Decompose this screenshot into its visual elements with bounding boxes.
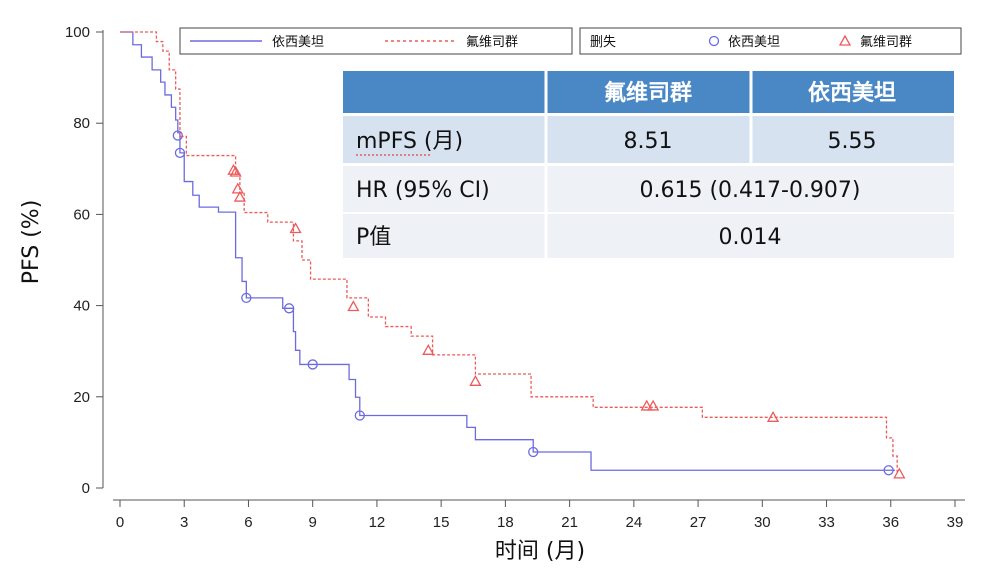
table-header-exemestane: 依西美坦 <box>808 80 896 106</box>
censor-marker-circle <box>883 465 894 476</box>
table-header-fulvestrant: 氟维司群 <box>604 80 692 106</box>
censor-marker-triangle <box>347 300 360 312</box>
censor-marker-circle <box>528 446 539 458</box>
summary-table: 氟维司群 依西美坦 mPFS (月) 8.51 5.55 HR (95% CI)… <box>343 71 954 258</box>
censor-marker-circle <box>354 410 365 421</box>
censor-marker-triangle <box>289 222 302 234</box>
y-tick-label: 100 <box>65 24 90 41</box>
x-tick-label: 18 <box>497 514 514 531</box>
censor-marker-circle <box>283 303 295 314</box>
censor-marker-triangle <box>640 399 653 411</box>
x-tick-label: 6 <box>244 514 252 531</box>
table-row-label-hr: HR (95% CI) <box>356 178 490 203</box>
censor-marker-triangle <box>422 343 435 355</box>
table-cell-hr-value: 0.615 (0.417-0.907) <box>639 178 860 203</box>
table-row-label-p: P值 <box>356 225 391 250</box>
table-row-2 <box>343 166 954 212</box>
censor-marker-triangle <box>227 163 240 175</box>
legend-label-fulvestrant: 氟维司群 <box>466 35 518 50</box>
y-tick-label: 20 <box>73 389 90 406</box>
censor-marker-triangle <box>229 165 242 177</box>
y-axis-title: PFS (%) <box>19 200 44 285</box>
legend-censor-box <box>579 27 962 55</box>
x-tick-label: 12 <box>369 514 386 531</box>
censor-marker-triangle <box>647 399 660 411</box>
censor-marker-circle <box>307 359 318 370</box>
censor-marker-circle <box>241 292 252 303</box>
censor-marker-circle <box>172 130 183 141</box>
legend-censor-label-fulvestrant: 氟维司群 <box>860 35 912 50</box>
censor-marker-triangle <box>766 410 780 422</box>
x-tick-label: 3 <box>180 514 188 531</box>
table-row-1 <box>343 116 954 163</box>
y-tick-label: 60 <box>73 206 90 223</box>
x-tick-label: 30 <box>754 514 771 531</box>
legend-censor-label-exemestane: 依西美坦 <box>728 35 780 50</box>
x-axis-title: 时间 (月) <box>495 539 585 564</box>
x-tick-label: 9 <box>309 514 317 531</box>
censor-marker-circle <box>174 147 186 158</box>
table-row-3 <box>343 214 954 258</box>
table-cell-mpfs-fulvestrant: 8.51 <box>624 129 673 154</box>
series-layer <box>120 31 906 479</box>
km-line-series-1 <box>120 31 896 471</box>
table-cell-mpfs-exemestane: 5.55 <box>828 129 877 154</box>
x-tick-label: 33 <box>818 514 835 531</box>
legend-censor-triangle-icon <box>838 34 852 46</box>
x-tick-label: 39 <box>947 514 964 531</box>
censor-marker-triangle <box>231 182 244 194</box>
legend-censor: 删失 依西美坦 氟维司群 <box>579 27 962 55</box>
y-tick-label: 0 <box>82 480 90 497</box>
table-cell-p-value: 0.014 <box>719 225 782 250</box>
legend-label-exemestane: 依西美坦 <box>272 35 324 50</box>
x-tick-label: 24 <box>626 514 643 531</box>
axes <box>102 30 965 501</box>
legend-lines: 依西美坦 氟维司群 <box>179 27 573 55</box>
x-tick-label: 27 <box>690 514 707 531</box>
censor-marker-triangle <box>469 374 482 386</box>
censor-marker-triangle <box>233 190 247 202</box>
x-tick-label: 0 <box>116 514 124 531</box>
legend-censor-circle-icon <box>708 35 720 47</box>
censor-marker-triangle <box>893 467 906 479</box>
y-tick-label: 40 <box>73 298 90 315</box>
x-tick-label: 21 <box>561 514 578 531</box>
x-tick-label: 15 <box>433 514 450 531</box>
x-tick-label: 36 <box>882 514 899 531</box>
x-axis-ticks: 0 3 6 9 12 15 18 21 24 27 30 33 36 39 <box>116 500 964 531</box>
legend-censor-title: 删失 <box>590 35 616 50</box>
y-axis-ticks: 0 20 40 60 80 100 <box>65 24 103 497</box>
table-header-row <box>343 71 954 113</box>
y-tick-label: 80 <box>73 115 90 132</box>
table-row-label-mpfs: mPFS (月) <box>356 129 463 154</box>
